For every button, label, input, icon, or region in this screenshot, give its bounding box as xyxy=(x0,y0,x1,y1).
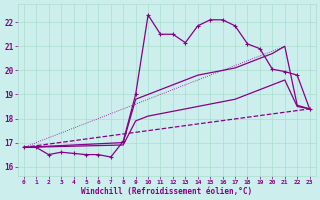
X-axis label: Windchill (Refroidissement éolien,°C): Windchill (Refroidissement éolien,°C) xyxy=(81,187,252,196)
